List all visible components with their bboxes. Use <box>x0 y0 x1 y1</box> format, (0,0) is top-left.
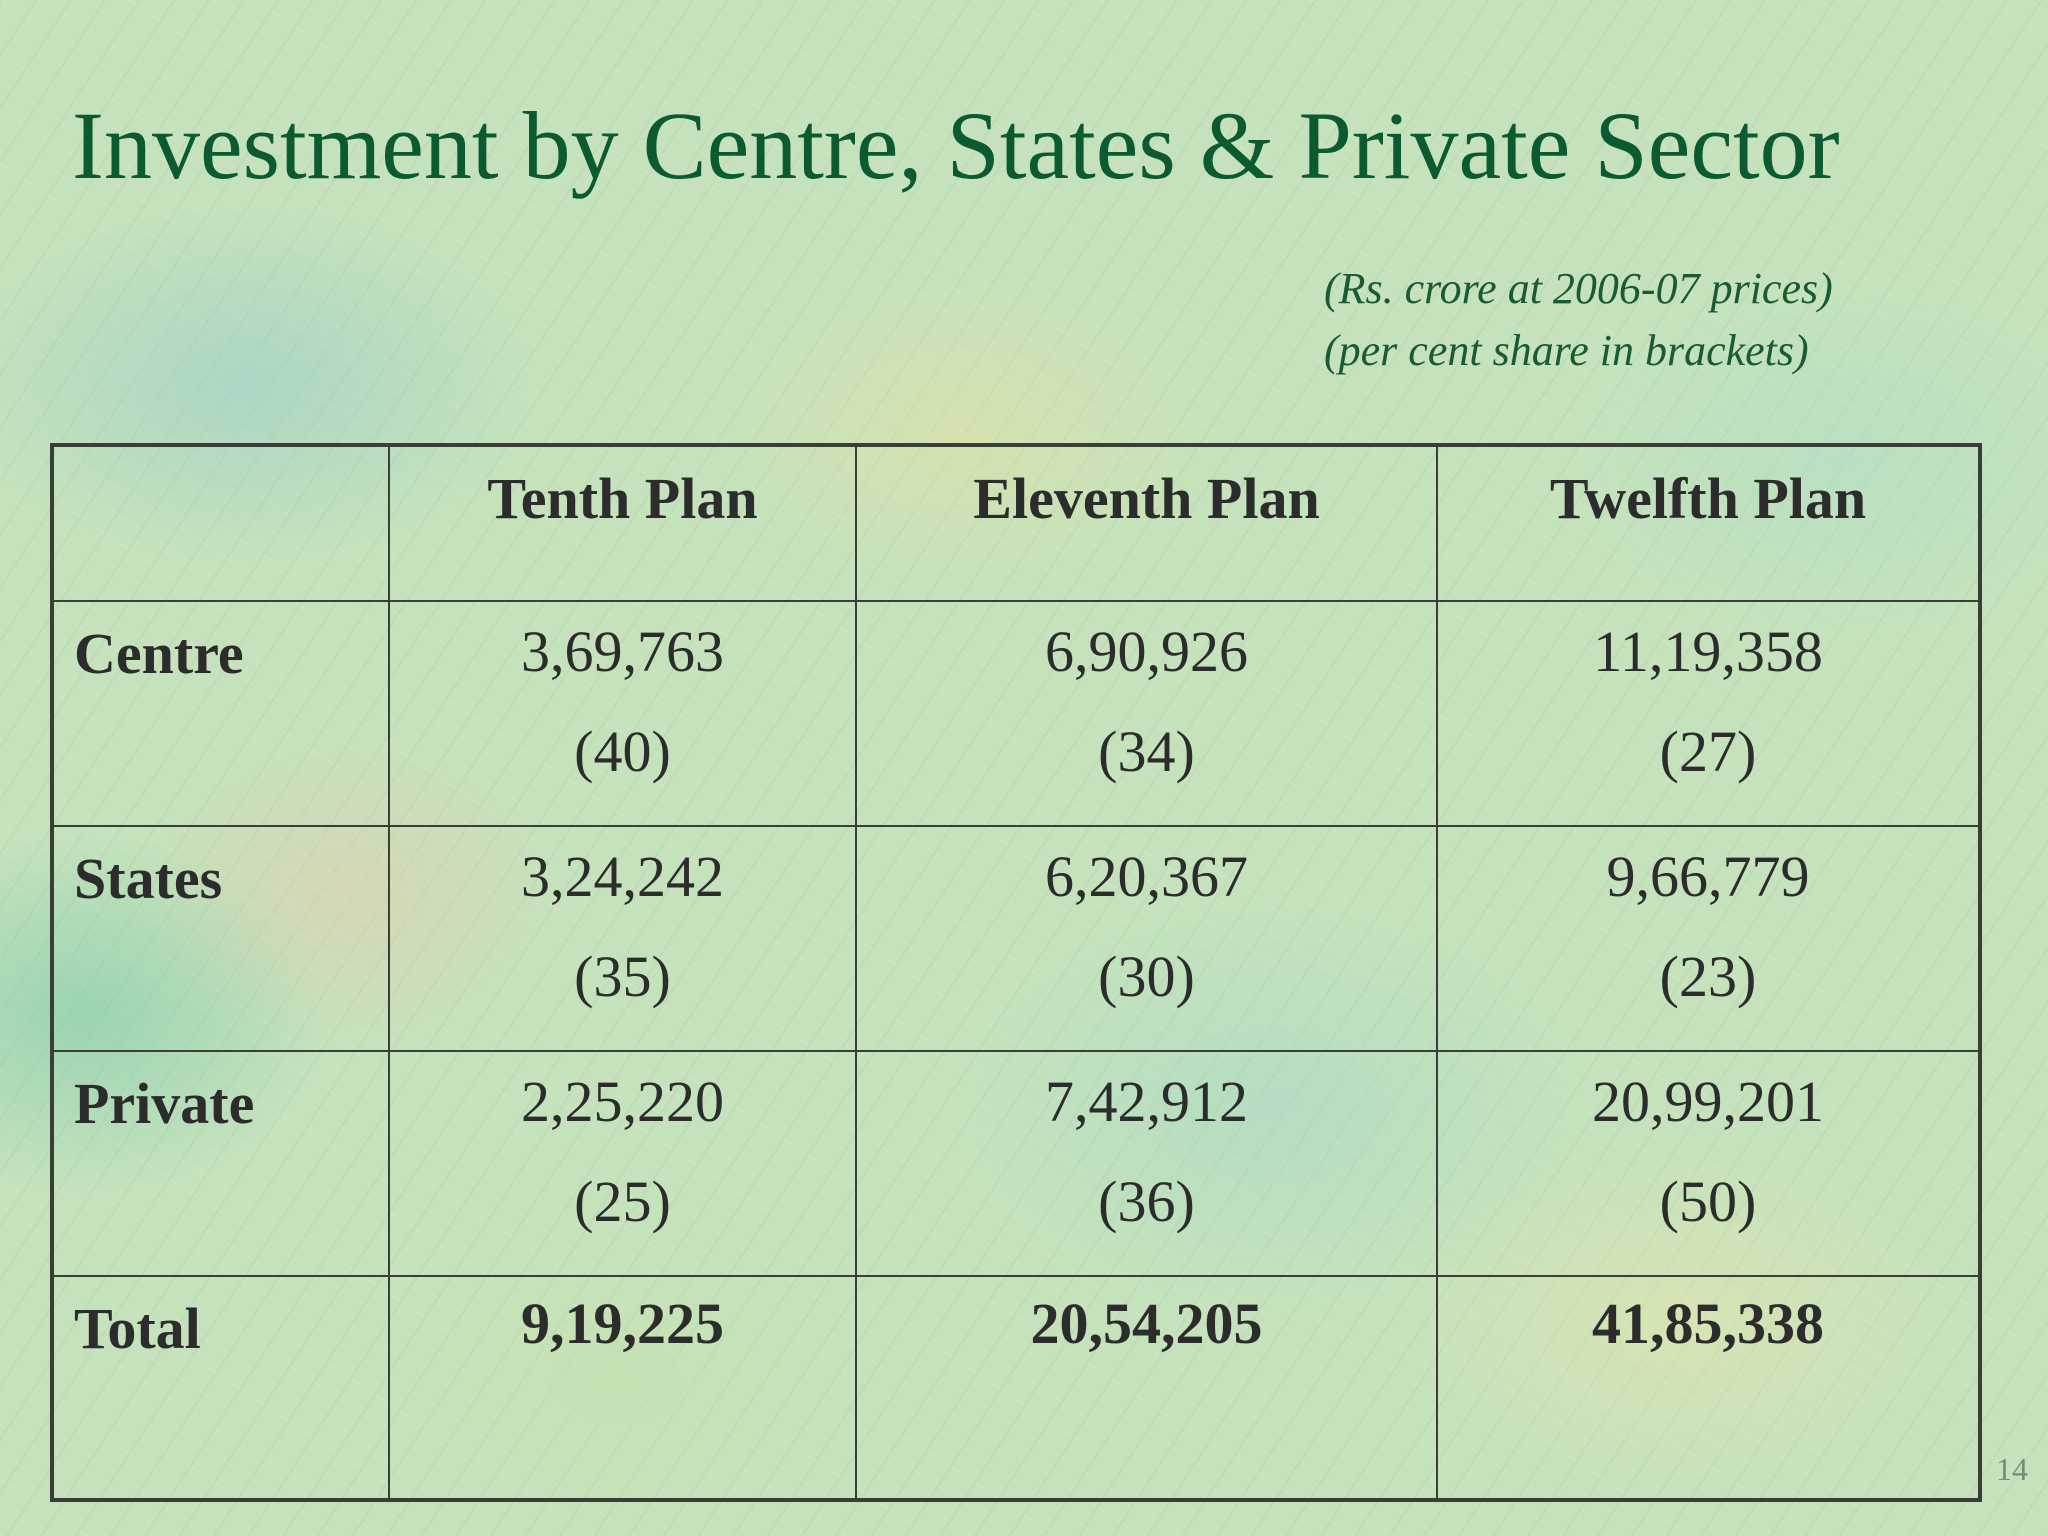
page-number: 14 <box>1996 1451 2028 1487</box>
cell-value: 9,66,779 <box>1606 844 1810 909</box>
cell-value: 3,24,242 <box>521 844 724 909</box>
cell-share: (50) <box>1659 1169 1757 1234</box>
header-twelfth-plan: Twelfth Plan <box>1436 444 1981 602</box>
units-note: (Rs. crore at 2006-07 prices) (per cent … <box>1324 258 1964 382</box>
cell-share: (40) <box>574 719 671 784</box>
cell-share: (25) <box>574 1169 671 1234</box>
cell-value: 2,25,220 <box>521 1069 724 1134</box>
table-cell: 7,42,912 (36) <box>855 1050 1438 1277</box>
header-corner-cell <box>51 444 390 602</box>
cell-share: (34) <box>1098 719 1195 784</box>
cell-value: 6,20,367 <box>1045 844 1248 909</box>
table-cell: 6,90,926 (34) <box>855 600 1438 827</box>
cell-share: (30) <box>1098 944 1195 1009</box>
cell-share: (23) <box>1659 944 1757 1009</box>
header-row: Tenth Plan Eleventh Plan Twelfth Plan <box>51 444 1981 602</box>
cell-value: 3,69,763 <box>521 619 724 684</box>
table-cell: 3,69,763 (40) <box>388 600 857 827</box>
table-cell: 20,99,201 (50) <box>1436 1050 1981 1277</box>
cell-share: (27) <box>1659 719 1757 784</box>
table-cell: 11,19,358 (27) <box>1436 600 1981 827</box>
cell-value: 20,99,201 <box>1592 1069 1824 1134</box>
cell-share: (36) <box>1098 1169 1195 1234</box>
row-label-total: Total <box>51 1275 390 1501</box>
table-row-total: Total 9,19,225 20,54,205 41,85,338 <box>51 1275 1981 1501</box>
header-eleventh-plan: Eleventh Plan <box>855 444 1438 602</box>
row-label-states: States <box>51 825 390 1052</box>
cell-value: 7,42,912 <box>1045 1069 1248 1134</box>
cell-value: 6,90,926 <box>1045 619 1248 684</box>
row-label-centre: Centre <box>51 600 390 827</box>
table-cell: 2,25,220 (25) <box>388 1050 857 1277</box>
slide-title: Investment by Centre, States & Private S… <box>72 92 1840 199</box>
cell-value: 11,19,358 <box>1593 619 1823 684</box>
table-row-private: Private 2,25,220 (25) 7,42,912 (36) 20,9… <box>51 1050 1981 1277</box>
share-note-line: (per cent share in brackets) <box>1324 326 1809 375</box>
cell-share: (35) <box>574 944 671 1009</box>
table-row-centre: Centre 3,69,763 (40) 6,90,926 (34) 11,19… <box>51 600 1981 827</box>
table-cell: 3,24,242 (35) <box>388 825 857 1052</box>
investment-table: Tenth Plan Eleventh Plan Twelfth Plan Ce… <box>50 443 1982 1502</box>
total-cell: 9,19,225 <box>388 1275 857 1501</box>
units-note-line: (Rs. crore at 2006-07 prices) <box>1324 264 1833 313</box>
total-cell: 20,54,205 <box>855 1275 1438 1501</box>
total-cell: 41,85,338 <box>1436 1275 1981 1501</box>
table-cell: 6,20,367 (30) <box>855 825 1438 1052</box>
table-row-states: States 3,24,242 (35) 6,20,367 (30) 9,66,… <box>51 825 1981 1052</box>
table-cell: 9,66,779 (23) <box>1436 825 1981 1052</box>
row-label-private: Private <box>51 1050 390 1277</box>
header-tenth-plan: Tenth Plan <box>388 444 857 602</box>
